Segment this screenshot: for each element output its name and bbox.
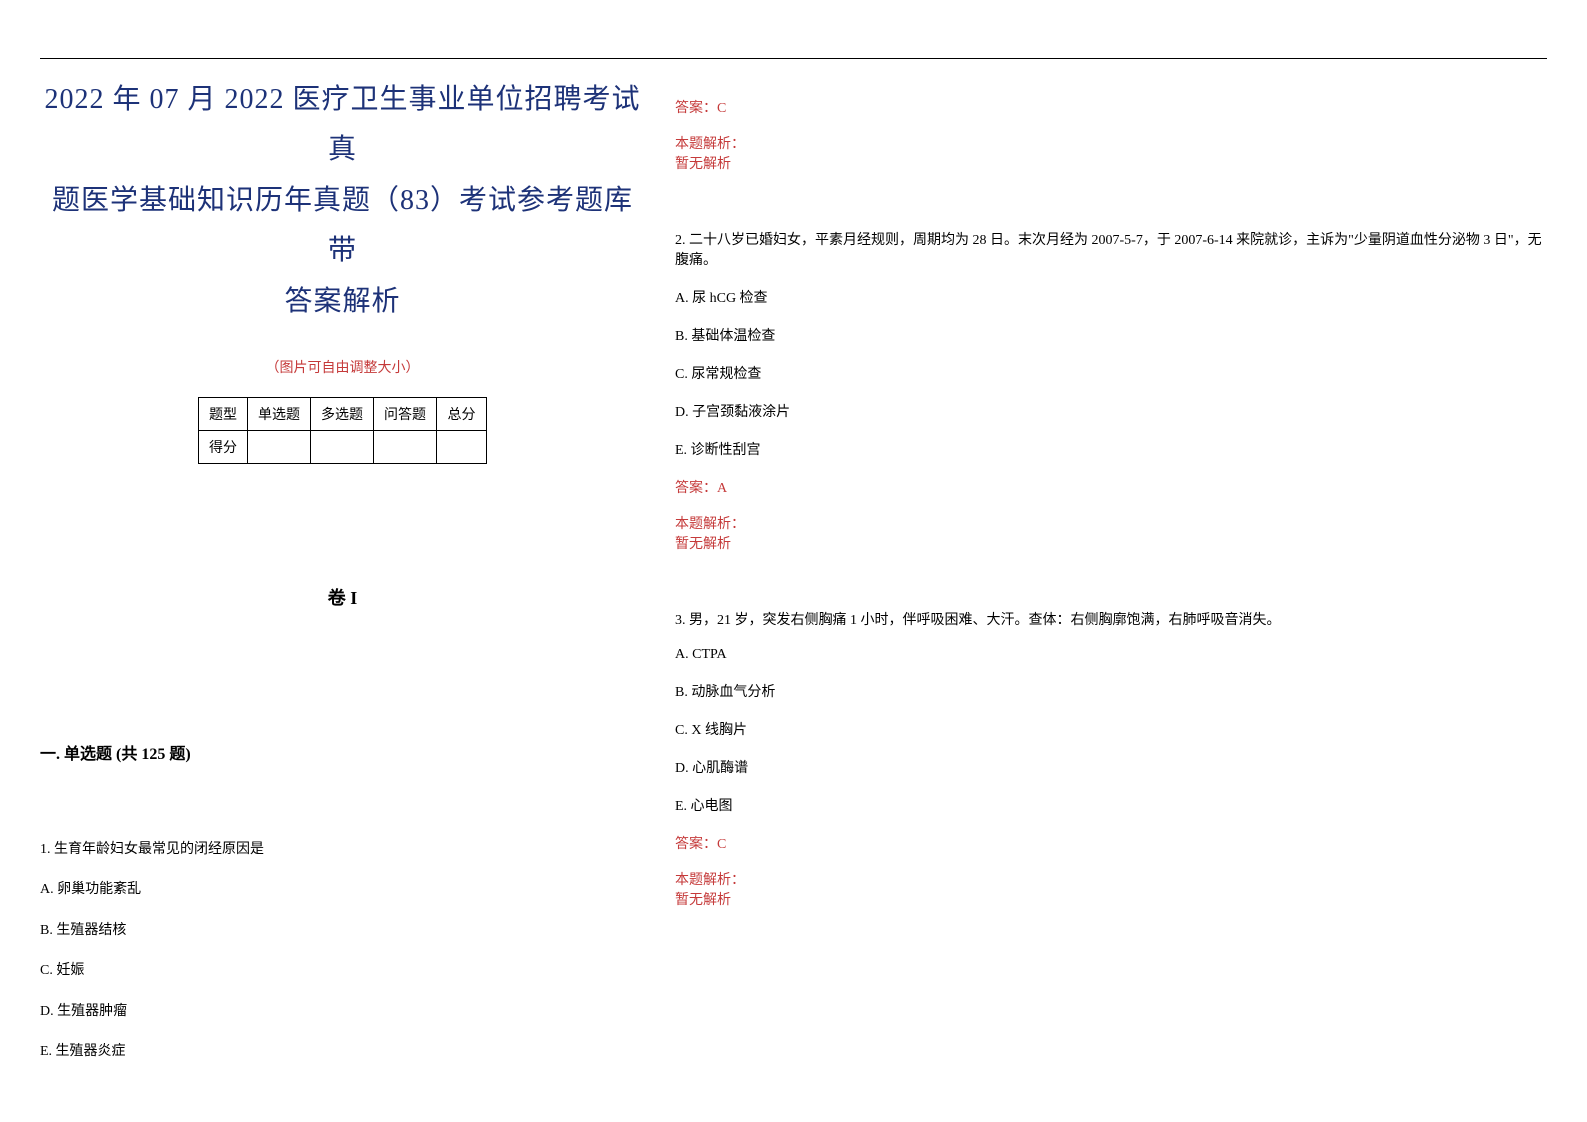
table-header-cell: 问答题 [374,397,437,430]
title-line-3: 答案解析 [40,277,645,327]
option-b: B. 生殖器结核 [40,920,645,942]
volume-label: 卷 I [40,584,645,610]
header-divider [40,58,1547,59]
table-row: 得分 [199,430,487,463]
table-cell [311,430,374,463]
option-c: C. 妊娠 [40,960,645,982]
analysis-label: 本题解析： 暂无解析 [675,515,1547,554]
question-text: 1. 生育年龄妇女最常见的闭经原因是 [40,839,645,861]
answer-label: 答案：C [675,97,1547,117]
analysis-title: 本题解析： [675,517,745,532]
table-header-cell: 多选题 [311,397,374,430]
analysis-title: 本题解析： [675,873,745,888]
answer-label: 答案：C [675,833,1547,853]
option-a: A. CTPA [675,647,1547,663]
title-line-1: 2022 年 07 月 2022 医疗卫生事业单位招聘考试真 [40,75,645,176]
question-text: 2. 二十八岁已婚妇女，平素月经规则，周期均为 28 日。末次月经为 2007-… [675,229,1547,269]
right-column: 答案：C 本题解析： 暂无解析 2. 二十八岁已婚妇女，平素月经规则，周期均为 … [675,75,1547,1081]
title-line-2: 题医学基础知识历年真题（83）考试参考题库带 [40,176,645,277]
question-text: 3. 男，21 岁，突发右侧胸痛 1 小时，伴呼吸困难、大汗。查体：右侧胸廓饱满… [675,609,1547,629]
table-header-cell: 单选题 [248,397,311,430]
analysis-text: 暂无解析 [675,157,731,172]
answer-label: 答案：A [675,477,1547,497]
option-a: A. 卵巢功能紊乱 [40,879,645,901]
option-d: D. 心肌酶谱 [675,757,1547,777]
main-title: 2022 年 07 月 2022 医疗卫生事业单位招聘考试真 题医学基础知识历年… [40,75,645,327]
option-e: E. 诊断性刮宫 [675,439,1547,459]
option-d: D. 生殖器肿瘤 [40,1001,645,1023]
content-area: 2022 年 07 月 2022 医疗卫生事业单位招聘考试真 题医学基础知识历年… [40,75,1547,1081]
option-c: C. 尿常规检查 [675,363,1547,383]
subtitle: （图片可自由调整大小） [40,357,645,377]
option-e: E. 生殖器炎症 [40,1041,645,1063]
table-header-cell: 题型 [199,397,248,430]
table-cell: 得分 [199,430,248,463]
table-cell [248,430,311,463]
score-table: 题型 单选题 多选题 问答题 总分 得分 [198,397,487,464]
left-column: 2022 年 07 月 2022 医疗卫生事业单位招聘考试真 题医学基础知识历年… [40,75,645,1081]
table-cell [374,430,437,463]
question-1: 1. 生育年龄妇女最常见的闭经原因是 A. 卵巢功能紊乱 B. 生殖器结核 C.… [40,839,645,1063]
analysis-title: 本题解析： [675,137,745,152]
option-c: C. X 线胸片 [675,719,1547,739]
analysis-text: 暂无解析 [675,537,731,552]
question-3: 3. 男，21 岁，突发右侧胸痛 1 小时，伴呼吸困难、大汗。查体：右侧胸廓饱满… [675,609,1547,910]
table-header-cell: 总分 [437,397,487,430]
option-e: E. 心电图 [675,795,1547,815]
option-a: A. 尿 hCG 检查 [675,287,1547,307]
answer-block-1: 答案：C 本题解析： 暂无解析 [675,97,1547,174]
option-b: B. 动脉血气分析 [675,681,1547,701]
question-2: 2. 二十八岁已婚妇女，平素月经规则，周期均为 28 日。末次月经为 2007-… [675,229,1547,554]
table-row: 题型 单选题 多选题 问答题 总分 [199,397,487,430]
analysis-text: 暂无解析 [675,893,731,908]
table-cell [437,430,487,463]
analysis-label: 本题解析： 暂无解析 [675,135,1547,174]
section-title: 一. 单选题 (共 125 题) [40,740,645,764]
analysis-label: 本题解析： 暂无解析 [675,871,1547,910]
option-d: D. 子宫颈黏液涂片 [675,401,1547,421]
option-b: B. 基础体温检查 [675,325,1547,345]
